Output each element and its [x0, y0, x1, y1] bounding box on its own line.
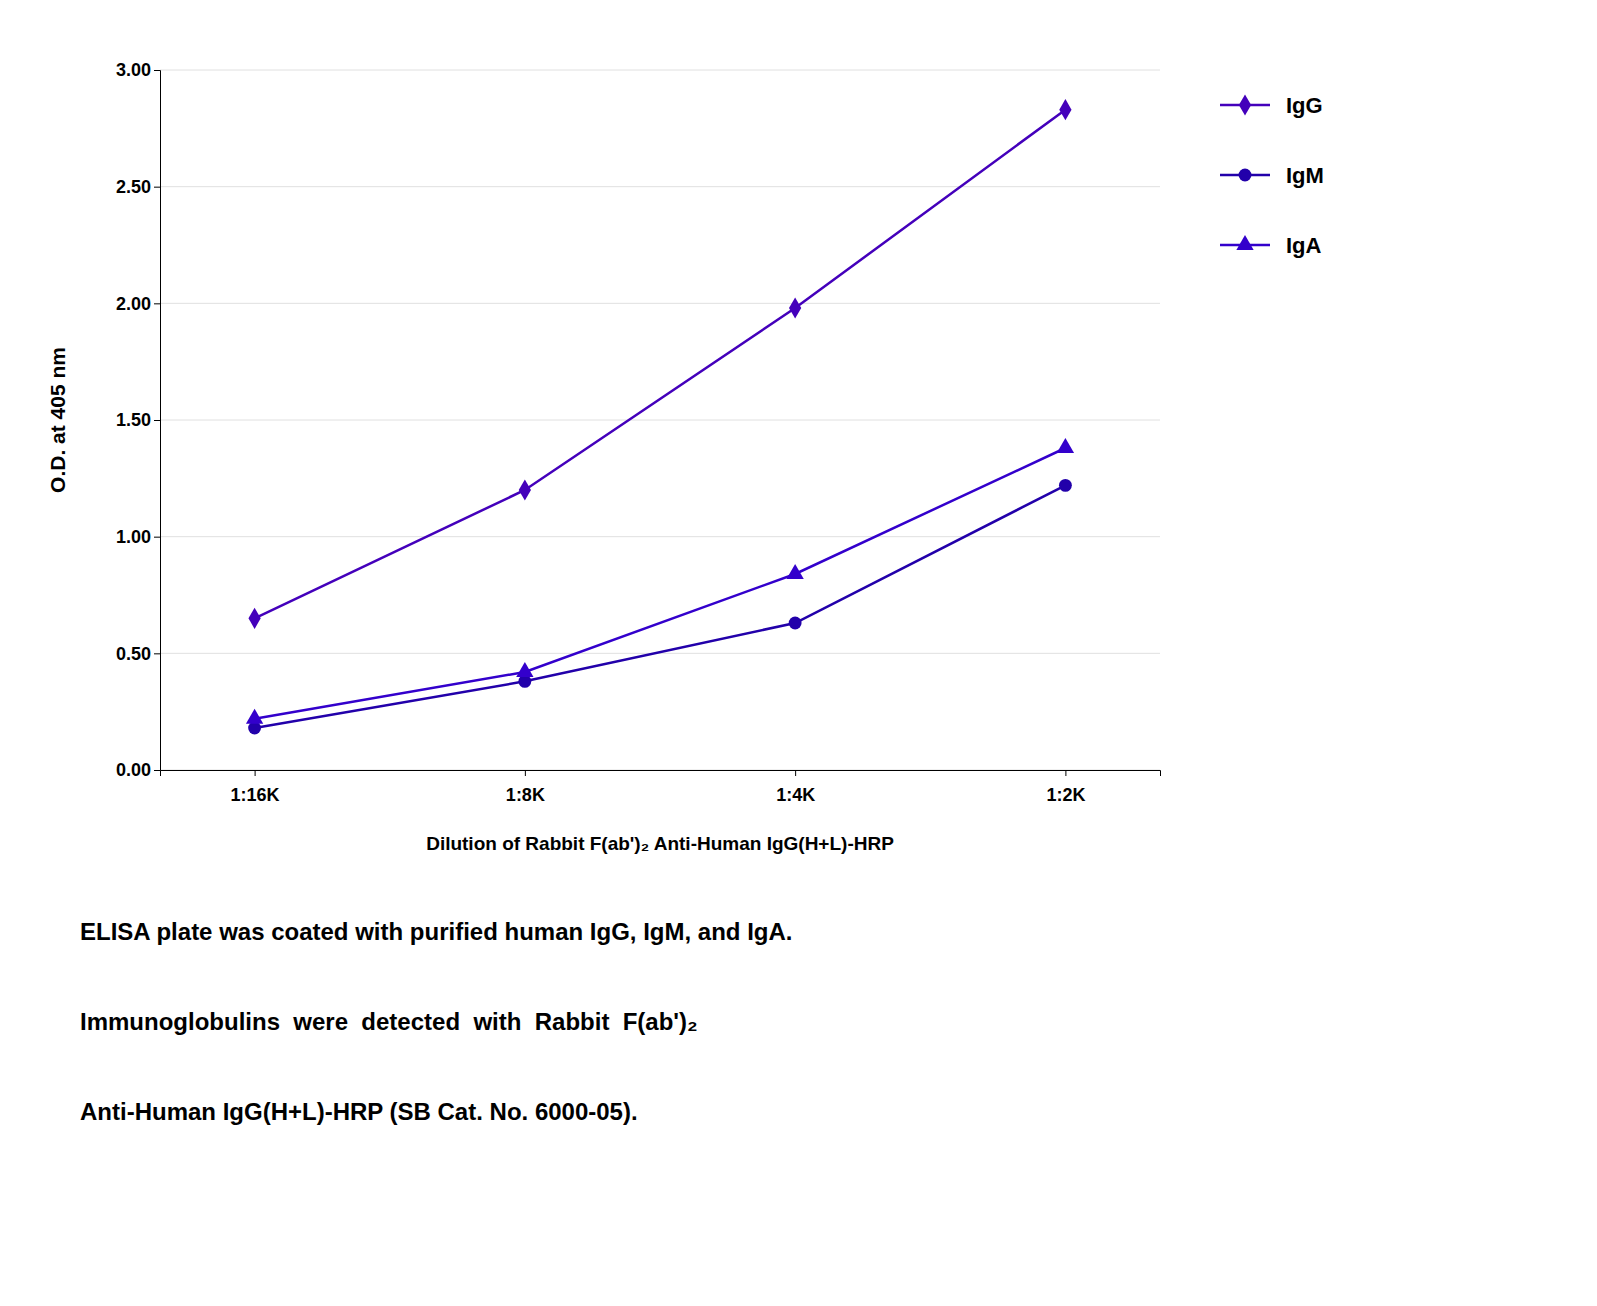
chart: 0.00 0.50 1.00 1.50 2.00 2.50 3.00 1:16K 1:8K 1:4… [0, 0, 1597, 1306]
tick-mark [525, 770, 526, 776]
x-axis: 1:16K 1:8K 1:4K 1:2K [161, 770, 1161, 805]
legend-item: IgA [1220, 233, 1322, 258]
tick: 1.50 [116, 410, 160, 430]
axis-domain [154, 71, 161, 771]
tick-mark [154, 303, 160, 304]
tick: 2.00 [116, 294, 160, 314]
line [255, 448, 1066, 719]
tick: 1:16K [231, 770, 280, 805]
tick: 0.00 [116, 760, 160, 780]
tick-mark [154, 770, 160, 771]
tick: 0.50 [116, 644, 160, 664]
point [516, 662, 533, 677]
legend-item: IgM [1220, 163, 1324, 188]
series [248, 99, 1071, 629]
point [1059, 479, 1072, 492]
tick-mark [154, 653, 160, 654]
legend-marker [1236, 235, 1253, 250]
tick-label: 1:2K [1046, 785, 1085, 805]
series [248, 479, 1072, 735]
tick-label: 0.50 [116, 644, 151, 664]
tick-mark [154, 70, 160, 71]
tick-mark [795, 770, 796, 776]
tick-mark [154, 537, 160, 538]
point [1057, 438, 1074, 453]
tick-label: 2.00 [116, 294, 151, 314]
point [789, 297, 801, 318]
grid-line [160, 303, 1160, 304]
grid [160, 70, 1160, 770]
y-axis: 0.00 0.50 1.00 1.50 2.00 2.50 3.00 [116, 60, 161, 780]
legend-marker [1239, 169, 1252, 182]
point [519, 479, 531, 500]
grid-line [160, 420, 1160, 421]
tick: 1.00 [116, 527, 160, 547]
axis-domain [161, 771, 1161, 777]
point [248, 608, 260, 629]
series [246, 438, 1074, 724]
legend-marker [1239, 94, 1251, 115]
plot-root: 0.00 0.50 1.00 1.50 2.00 2.50 3.00 1:16K 1:8K 1:4… [46, 60, 1324, 854]
point [1059, 99, 1071, 120]
legend-label: IgA [1286, 233, 1322, 258]
tick: 1:8K [506, 770, 545, 805]
caption: Anti-Human IgG(H+L)-HRP (SB Cat. No. 600… [80, 1098, 638, 1125]
caption: ELISA plate was coated with purified hum… [80, 918, 793, 945]
x-axis-title: Dilution of Rabbit F(ab')₂ Anti-Human Ig… [426, 833, 894, 854]
tick: 3.00 [116, 60, 160, 80]
point [786, 564, 803, 579]
tick-mark [255, 770, 256, 776]
point [246, 709, 263, 724]
tick-label: 1:4K [776, 785, 815, 805]
grid-line [160, 70, 1160, 71]
y-axis-title: O.D. at 405 nm [46, 347, 69, 493]
caption: Immunoglobulins were detected with Rabbi… [80, 1008, 698, 1035]
point [789, 617, 802, 630]
tick-label: 1:16K [231, 785, 280, 805]
grid-line [160, 536, 1160, 537]
marks [246, 99, 1074, 734]
tick-label: 2.50 [116, 177, 151, 197]
tick-label: 1:8K [506, 785, 545, 805]
line [255, 485, 1066, 728]
tick-label: 0.00 [116, 760, 151, 780]
tick: 1:2K [1046, 770, 1085, 805]
tick-label: 1.50 [116, 410, 151, 430]
legend-label: IgG [1286, 93, 1323, 118]
legend-item: IgG [1220, 93, 1323, 118]
legend: IgG IgM IgA [1220, 93, 1324, 258]
tick-mark [154, 420, 160, 421]
line [255, 110, 1066, 619]
tick-label: 1.00 [116, 527, 151, 547]
tick: 2.50 [116, 177, 160, 197]
tick-mark [154, 187, 160, 188]
legend-label: IgM [1286, 163, 1324, 188]
tick-label: 3.00 [116, 60, 151, 80]
tick: 1:4K [776, 770, 815, 805]
grid-line [160, 186, 1160, 187]
tick-mark [1065, 770, 1066, 776]
